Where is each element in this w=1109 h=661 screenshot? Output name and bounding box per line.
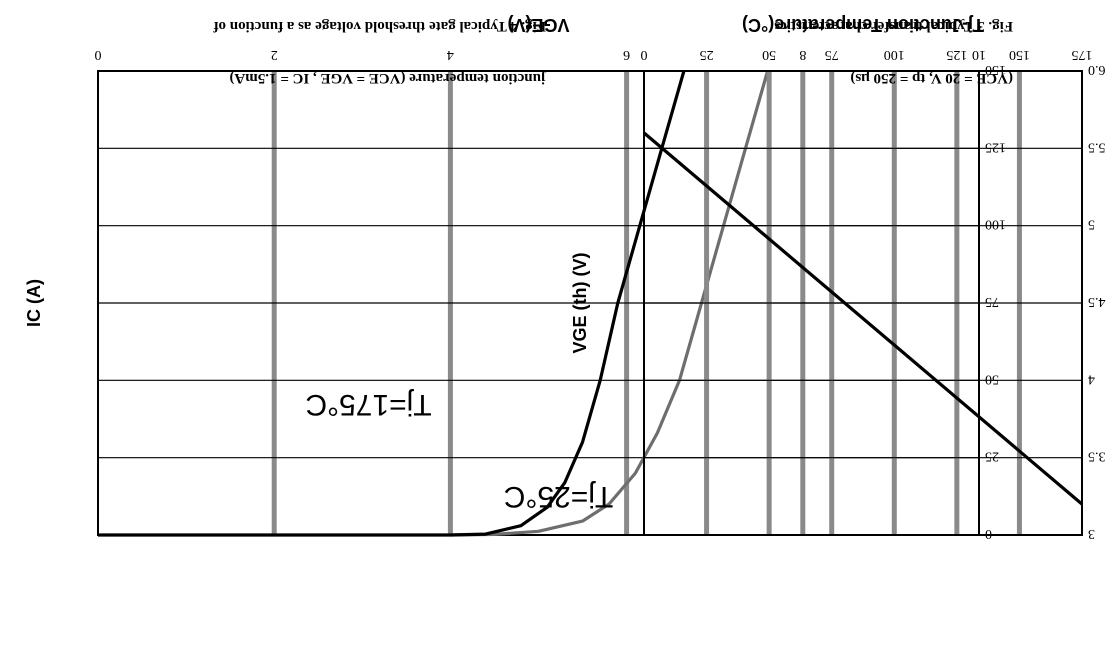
fig4-x-tick-label: 75 bbox=[825, 47, 839, 62]
fig4-x-tick-label: 175 bbox=[1072, 47, 1093, 62]
fig3-y-tick-label: 25 bbox=[985, 449, 999, 464]
fig4-y-tick-label: 3.5 bbox=[1088, 449, 1106, 464]
fig3-series-line bbox=[450, 70, 770, 537]
fig4-x-tick-label: 100 bbox=[884, 47, 905, 62]
fig3-annotation: Tj=25°C bbox=[504, 480, 614, 513]
fig3-x-tick-label: 10 bbox=[972, 47, 986, 62]
fig3-y-tick-label: 125 bbox=[985, 139, 1006, 154]
fig4-x-tick-label: 25 bbox=[700, 47, 714, 62]
fig3-x-tick-label: 4 bbox=[447, 47, 454, 62]
fig4-subtitle: junction temperature (VCE = VGE , IC = 1… bbox=[229, 70, 546, 86]
fig3-x-tick-label: 0 bbox=[95, 47, 102, 62]
fig3-y-tick-label: 100 bbox=[985, 217, 1006, 232]
fig3-annotation: Tj=175°C bbox=[305, 388, 431, 421]
fig4-y-axis-title: VGE (th) (V) bbox=[570, 253, 590, 354]
fig4-x-tick-label: 50 bbox=[762, 47, 776, 62]
fig3-subtitle: (VCE = 20 V, tp = 250 μs) bbox=[850, 70, 1013, 86]
fig4-x-tick-label: 125 bbox=[946, 47, 967, 62]
fig3-title: Fig. 3 Typical transfer characteristics bbox=[774, 18, 1013, 34]
fig3-y-tick-label: 50 bbox=[985, 371, 999, 386]
fig3-y-tick-label: 150 bbox=[985, 62, 1006, 77]
fig4-y-tick-label: 6.0 bbox=[1088, 62, 1106, 77]
fig4-y-tick-label: 4.5 bbox=[1088, 294, 1106, 309]
fig4-y-tick-label: 3 bbox=[1088, 526, 1095, 541]
fig4-x-tick-label: 0 bbox=[641, 47, 648, 62]
fig3-x-tick-label: 6 bbox=[623, 47, 630, 62]
fig4-x-axis-title: Tj-Junction Temperature(°C) bbox=[742, 15, 984, 35]
fig3-y-tick-label: 0 bbox=[985, 526, 992, 541]
fig3-y-axis-title: IC (A) bbox=[24, 279, 44, 327]
fig3-y-tick-label: 75 bbox=[985, 294, 999, 309]
fig4-title: Fig. 4 Typical gate threshold voltage as… bbox=[213, 18, 546, 34]
fig4-x-tick-label: 150 bbox=[1009, 47, 1030, 62]
fig4-y-tick-label: 5.5 bbox=[1088, 139, 1106, 154]
fig3-x-tick-label: 2 bbox=[271, 47, 278, 62]
fig4-plot-frame bbox=[643, 70, 1083, 536]
fig4-y-tick-label: 5 bbox=[1088, 217, 1095, 232]
fig3-x-tick-label: 8 bbox=[799, 47, 806, 62]
fig4-y-tick-label: 4 bbox=[1088, 371, 1095, 386]
fig4-series-line bbox=[642, 131, 1084, 506]
fig3-x-axis-title: VGE(V) bbox=[507, 15, 569, 35]
